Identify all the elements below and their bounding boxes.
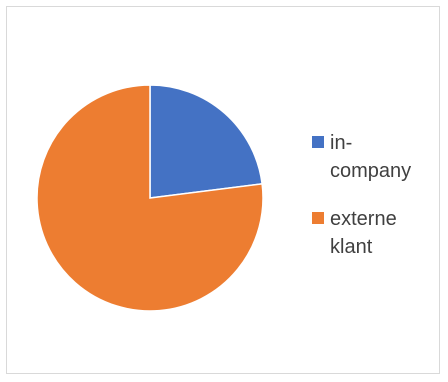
legend: in- company externe klant	[312, 129, 432, 281]
pie-chart	[36, 84, 264, 312]
pie-slice-externe-klant	[36, 84, 264, 312]
legend-swatch-in-company	[312, 136, 324, 148]
chart-area: in- company externe klant	[6, 6, 440, 374]
legend-item-in-company: in- company	[312, 129, 432, 185]
pie-slice-in-company	[149, 84, 263, 199]
legend-label-externe-klant: externe klant	[330, 208, 397, 258]
legend-label-in-company: in- company	[330, 132, 412, 182]
legend-item-externe-klant: externe klant	[312, 205, 432, 261]
legend-swatch-externe-klant	[312, 212, 324, 224]
